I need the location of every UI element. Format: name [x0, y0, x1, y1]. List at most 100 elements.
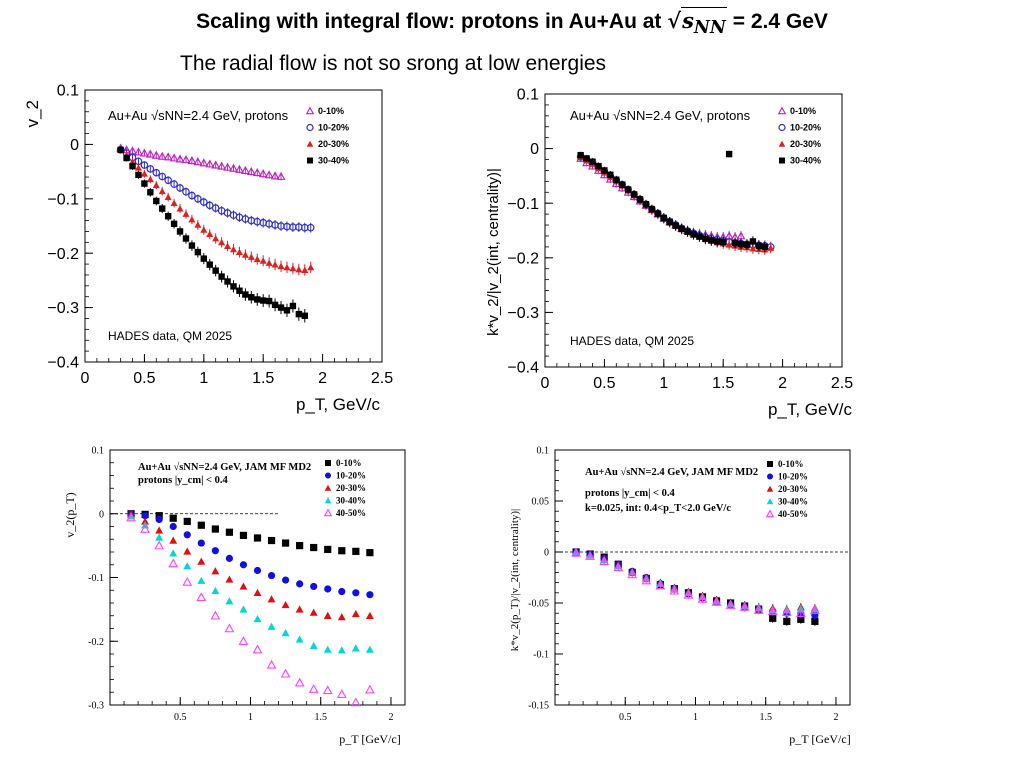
data-point — [206, 230, 214, 238]
x-tick-label: 1 — [659, 375, 668, 392]
y-tick-label: 0.1 — [92, 446, 105, 457]
data-point — [271, 261, 279, 268]
y-tick-label: 0 — [70, 137, 79, 154]
data-point — [697, 593, 708, 603]
data-point — [660, 214, 667, 222]
data-point — [141, 180, 148, 187]
y-tick-label: -0.1 — [533, 650, 549, 661]
data-point — [225, 597, 234, 605]
data-point — [350, 697, 361, 707]
data-point — [155, 512, 163, 520]
series-30-40% — [127, 512, 374, 654]
data-point — [749, 238, 757, 245]
x-tick-label: 2.5 — [831, 375, 853, 392]
series-40-50% — [571, 547, 820, 618]
data-point — [739, 601, 750, 611]
data-point — [199, 158, 209, 167]
data-point — [183, 531, 191, 539]
data-point — [281, 539, 290, 547]
y-tick-label: -0.3 — [88, 701, 104, 712]
data-point — [211, 204, 220, 212]
x-tick-label: 0 — [81, 370, 90, 387]
data-point — [229, 245, 238, 253]
data-point — [296, 542, 304, 550]
data-point — [684, 228, 691, 235]
legend-label: 20-30% — [336, 483, 366, 493]
data-point — [281, 629, 290, 637]
data-point — [253, 534, 262, 542]
data-point — [200, 255, 207, 262]
data-point — [696, 233, 703, 240]
data-point — [624, 186, 632, 193]
legend-marker — [306, 123, 314, 132]
legend-marker — [778, 123, 786, 132]
data-point — [589, 158, 596, 165]
data-point — [126, 512, 136, 522]
data-point — [306, 223, 315, 232]
title-text-2: = 2.4 GeV — [726, 10, 828, 33]
legend-marker — [324, 497, 332, 504]
data-point — [153, 197, 160, 205]
y-axis-label: k*v_2(p_T)/|v_2(int, centrality)| — [509, 509, 521, 651]
data-point — [258, 169, 268, 178]
legend-label: 10-20% — [790, 123, 821, 133]
hades-v2-plot: 0 0.5 1 1.5 2 2.5 −0.4 −0.3 −0.2 −0.1 0 0.1 p_T, GeV… — [23, 83, 393, 414]
data-point — [182, 187, 190, 196]
data-point — [197, 539, 205, 547]
data-point — [323, 645, 332, 653]
y-tick-label: 0 — [530, 141, 539, 158]
plot-footer: HADES data, QM 2025 — [108, 329, 232, 343]
slide-title: Scaling with integral flow: protons in A… — [0, 7, 1024, 38]
data-point — [352, 547, 360, 555]
y-tick-label: -0.2 — [88, 637, 104, 648]
data-point — [238, 636, 249, 646]
data-point — [755, 242, 763, 249]
y-tick-label: 0 — [544, 548, 549, 559]
data-point — [294, 677, 305, 687]
data-point — [169, 514, 177, 522]
legend-label: 20-30% — [318, 139, 349, 149]
data-point — [146, 175, 154, 183]
data-point — [211, 547, 219, 555]
x-tick-label: 1 — [199, 370, 208, 387]
legend-marker — [323, 508, 333, 517]
data-point — [252, 168, 262, 177]
x-tick-label: 2.5 — [371, 370, 393, 387]
legend-marker — [307, 157, 313, 164]
data-point — [211, 567, 220, 575]
data-point — [337, 613, 346, 621]
legend-marker — [765, 509, 775, 518]
data-point — [183, 517, 191, 525]
data-point — [336, 689, 347, 698]
data-point — [224, 242, 232, 250]
data-point — [678, 225, 685, 233]
data-point — [295, 310, 303, 318]
data-point — [277, 304, 285, 311]
data-point — [289, 302, 297, 310]
y-tick-label: 0.1 — [537, 446, 550, 457]
y-tick-label: −0.3 — [507, 305, 539, 322]
data-point — [239, 561, 248, 569]
plot-header: Au+Au √sNN=2.4 GeV, JAM MF MD2 — [138, 461, 311, 473]
y-axis-label: k*v_2/|v_2(int, centrality)| — [485, 168, 502, 336]
y-tick-label: -0.05 — [528, 599, 549, 610]
data-point — [236, 287, 243, 294]
data-point — [188, 242, 196, 249]
data-point — [188, 215, 196, 223]
data-point — [224, 278, 231, 285]
data-point — [627, 569, 638, 579]
legend-marker — [767, 461, 773, 467]
data-point — [206, 261, 213, 268]
legend-label: 10-20% — [336, 471, 366, 481]
data-point — [246, 166, 256, 176]
title-text-1: Scaling with integral flow: protons in A… — [196, 10, 668, 33]
y-tick-label: -0.15 — [528, 701, 549, 712]
data-point — [797, 615, 805, 623]
y-tick-label: −0.2 — [507, 250, 539, 267]
data-point — [296, 580, 304, 588]
data-point — [141, 512, 149, 520]
data-point — [217, 161, 227, 170]
y-axis-label: v_2 — [23, 100, 42, 127]
y-tick-label: 0.1 — [57, 83, 79, 100]
x-tick-label: 0 — [541, 375, 550, 392]
